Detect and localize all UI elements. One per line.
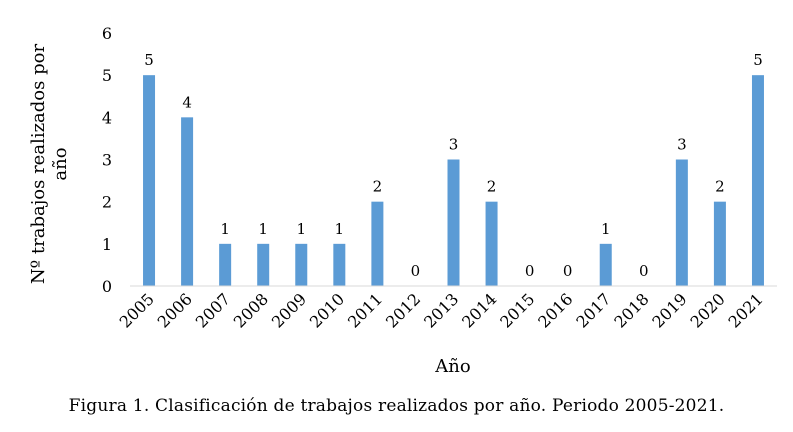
x-tick-label-2012: 2012 bbox=[382, 289, 424, 331]
bar-2020 bbox=[713, 201, 726, 286]
x-tick-label-2018: 2018 bbox=[610, 289, 652, 331]
bar-2017 bbox=[599, 243, 612, 286]
data-label-2019: 3 bbox=[677, 136, 687, 154]
data-label-2018: 0 bbox=[639, 262, 649, 280]
x-axis-ticks: 2005200620072008200920102011201220132014… bbox=[116, 289, 767, 331]
data-label-2010: 1 bbox=[335, 220, 345, 238]
bar-2008 bbox=[257, 243, 270, 286]
data-label-2006: 4 bbox=[182, 93, 192, 111]
bar-2021 bbox=[751, 75, 764, 287]
x-tick-label-2017: 2017 bbox=[572, 289, 614, 331]
x-tick-label-2008: 2008 bbox=[230, 289, 272, 331]
data-label-2007: 1 bbox=[220, 220, 230, 238]
bar-2009 bbox=[295, 243, 308, 286]
x-tick-label-2013: 2013 bbox=[420, 289, 462, 331]
x-axis-title: Año bbox=[434, 356, 470, 377]
figure-caption: Figura 1. Clasificación de trabajos real… bbox=[68, 396, 725, 416]
y-tick-label: 4 bbox=[102, 108, 112, 127]
x-tick-label-2007: 2007 bbox=[192, 289, 234, 331]
bar-chart: Nº trabajos realizados por año 0 1 2 3 4 5 6 5… bbox=[28, 24, 777, 377]
data-label-2017: 1 bbox=[601, 220, 611, 238]
data-label-2015: 0 bbox=[525, 262, 535, 280]
bar-2005 bbox=[143, 75, 156, 287]
x-tick-label-2021: 2021 bbox=[725, 289, 767, 331]
data-label-2005: 5 bbox=[144, 51, 154, 69]
data-labels-group: 5 4 1 1 1 1 2 0 3 2 0 0 1 0 3 2 5 bbox=[144, 51, 762, 280]
data-label-2016: 0 bbox=[563, 262, 573, 280]
data-label-2014: 2 bbox=[487, 178, 497, 196]
x-tick-label-2010: 2010 bbox=[306, 289, 348, 331]
y-axis-ticks: 0 1 2 3 4 5 6 bbox=[102, 24, 112, 296]
bar-2014 bbox=[485, 201, 498, 286]
y-tick-label: 5 bbox=[102, 66, 112, 85]
x-tick-label-2009: 2009 bbox=[268, 289, 310, 331]
y-tick-label: 6 bbox=[102, 24, 112, 43]
y-axis-title-line-1: Nº trabajos realizados por bbox=[28, 44, 49, 285]
y-axis-title: Nº trabajos realizados por año bbox=[28, 44, 71, 285]
y-tick-label: 0 bbox=[102, 277, 112, 296]
data-label-2008: 1 bbox=[258, 220, 268, 238]
x-tick-label-2006: 2006 bbox=[154, 289, 196, 331]
data-label-2013: 3 bbox=[449, 136, 459, 154]
data-label-2021: 5 bbox=[753, 51, 763, 69]
x-tick-label-2015: 2015 bbox=[496, 289, 538, 331]
chart-canvas: Nº trabajos realizados por año 0 1 2 3 4 5 6 5… bbox=[28, 24, 777, 377]
y-tick-label: 3 bbox=[102, 151, 112, 170]
x-tick-label-2014: 2014 bbox=[458, 289, 500, 331]
data-label-2011: 2 bbox=[373, 178, 383, 196]
x-tick-label-2016: 2016 bbox=[534, 289, 576, 331]
bar-2006 bbox=[181, 117, 194, 286]
bar-2011 bbox=[371, 201, 384, 286]
bar-2019 bbox=[675, 159, 688, 286]
x-tick-label-2019: 2019 bbox=[648, 289, 690, 331]
y-tick-label: 2 bbox=[102, 193, 112, 212]
data-label-2009: 1 bbox=[296, 220, 306, 238]
y-axis-title-line-2: año bbox=[50, 147, 71, 180]
data-label-2012: 0 bbox=[411, 262, 421, 280]
bar-2010 bbox=[333, 243, 346, 286]
y-tick-label: 1 bbox=[102, 235, 112, 254]
x-tick-label-2020: 2020 bbox=[687, 289, 729, 331]
bars-group bbox=[143, 75, 764, 287]
data-label-2020: 2 bbox=[715, 178, 725, 196]
bar-2013 bbox=[447, 159, 460, 286]
bar-2007 bbox=[219, 243, 232, 286]
x-tick-label-2005: 2005 bbox=[116, 289, 158, 331]
x-tick-label-2011: 2011 bbox=[344, 289, 386, 331]
